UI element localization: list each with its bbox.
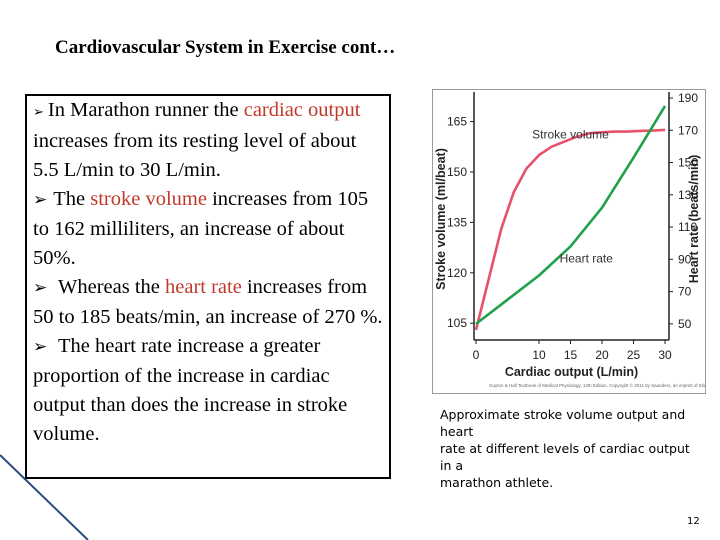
- bullet-text: Whereas the: [53, 276, 165, 298]
- bullet-item: ➢ Whereas the heart rate increases from …: [33, 273, 383, 332]
- left-tick-label: 120: [447, 266, 467, 280]
- caption-line: marathon athlete.: [440, 475, 554, 490]
- x-tick-label: 20: [595, 348, 609, 362]
- series-label: Heart rate: [560, 252, 614, 266]
- heart-rate-line: [475, 105, 667, 325]
- caption-line: Approximate stroke volume output and: [440, 407, 686, 422]
- highlighted-term: stroke volume: [90, 188, 207, 210]
- cardiac-output-chart: 0 10 15 20 25 30 105 120 135 150 165 50 70 90 110 130 15…: [434, 91, 705, 388]
- x-axis-label: Cardiac output (L/min): [505, 365, 638, 379]
- bullet-text: increases from its resting level of abou…: [33, 130, 357, 181]
- left-tick-label: 135: [447, 215, 467, 229]
- left-axis-label: Stroke volume (ml/beat): [434, 148, 448, 290]
- arrow-bullet-icon: ➢: [33, 190, 48, 210]
- bullet-item: ➢ In Marathon runner the cardiac output i…: [33, 96, 383, 185]
- right-tick-label: 70: [678, 285, 692, 299]
- x-tick-label: 0: [473, 348, 480, 362]
- bullet-text: In Marathon runner the: [47, 99, 244, 121]
- bullet-item: ➢ The stroke volume increases from 105 to…: [33, 185, 383, 273]
- right-tick-label: 190: [678, 91, 698, 105]
- bullet-text: increases from 50 to 185 beats/min, an i…: [33, 276, 383, 328]
- left-tick-label: 150: [447, 165, 467, 179]
- bullet-text: The: [53, 188, 91, 210]
- highlighted-term: cardiac output: [243, 99, 361, 121]
- slide-title: Cardiovascular System in Exercise cont…: [55, 37, 396, 58]
- x-tick-label: 25: [627, 348, 641, 362]
- bullet-text: increases from 105 to 162 milliliters, a…: [33, 188, 369, 269]
- x-tick-label: 10: [532, 348, 546, 362]
- caption-line: in a: [440, 458, 464, 473]
- right-tick-label: 170: [678, 123, 698, 137]
- x-tick-label: 15: [564, 348, 578, 362]
- chart-frame: 0 10 15 20 25 30 105 120 135 150 165 50 70 90 110 130 15…: [432, 89, 706, 394]
- bullet-text-box: ➢ In Marathon runner the cardiac output i…: [25, 94, 391, 479]
- source-note: Guyton & Hall Textbook of Medical Physio…: [489, 382, 705, 388]
- caption-line: heart: [440, 424, 474, 439]
- arrow-bullet-icon: ➢: [33, 105, 44, 120]
- caption-line: rate at different levels of cardiac outp…: [440, 441, 690, 456]
- bullet-item: ➢ The heart rate increase a greater prop…: [33, 332, 383, 449]
- chart-caption: Approximate stroke volume output and hea…: [440, 406, 720, 491]
- bullet-text: The heart rate increase a greater propor…: [33, 335, 348, 445]
- right-tick-label: 90: [678, 252, 692, 266]
- right-axis-label: Heart rate (beats/min): [687, 155, 701, 284]
- right-tick-label: 130: [678, 188, 698, 202]
- series-label: Stroke volume: [532, 127, 609, 141]
- right-tick-label: 110: [678, 220, 697, 234]
- left-tick-label: 105: [447, 316, 467, 330]
- left-tick-label: 165: [447, 115, 467, 129]
- right-tick-label: 50: [678, 317, 692, 331]
- right-tick-label: 150: [678, 156, 698, 170]
- arrow-bullet-icon: ➢: [33, 337, 48, 357]
- x-tick-label: 30: [658, 348, 672, 362]
- arrow-bullet-icon: ➢: [33, 278, 48, 298]
- highlighted-term: heart rate: [165, 276, 242, 298]
- stroke-volume-line: [474, 128, 666, 331]
- page-number: 12: [687, 516, 700, 527]
